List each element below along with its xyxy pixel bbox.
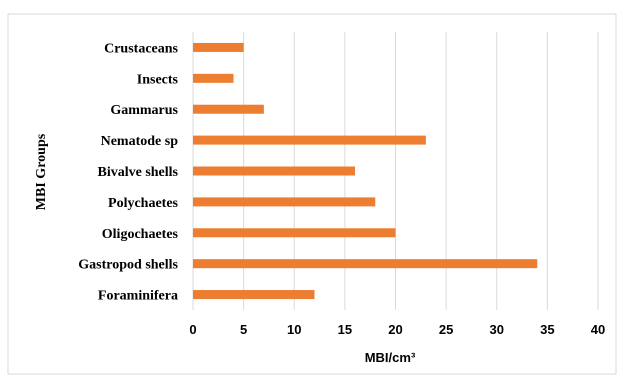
category-label: Nematode sp [101, 134, 179, 149]
category-labels: Crustaceans Insects Gammarus Nematode sp Biv… [78, 41, 178, 303]
bar-insects [193, 73, 234, 83]
x-tick-label: 30 [490, 322, 504, 337]
category-label: Gastropod shells [78, 258, 178, 273]
x-tick-label: 35 [540, 322, 554, 337]
x-tick-labels: 0 5 10 15 20 25 30 35 40 [189, 322, 605, 337]
bar-polychaetes [193, 197, 376, 207]
category-label: Bivalve shells [97, 165, 178, 180]
x-tick-label: 15 [338, 322, 352, 337]
bar-foraminifera [193, 290, 315, 300]
category-label: Insects [137, 72, 179, 87]
x-tick-label: 0 [189, 322, 196, 337]
x-tick-label: 5 [240, 322, 247, 337]
bar-nematode-sp [193, 135, 426, 145]
x-tick-label: 40 [591, 322, 605, 337]
x-tick-label: 10 [287, 322, 301, 337]
x-tick-label: 25 [439, 322, 453, 337]
category-label: Foraminifera [98, 289, 178, 304]
bars [193, 42, 538, 300]
category-label: Oligochaetes [102, 227, 179, 242]
x-axis-title: MBI/cm³ [365, 350, 416, 365]
bar-gammarus [193, 104, 264, 114]
gridlines [192, 32, 599, 310]
category-label: Crustaceans [104, 41, 178, 56]
x-tick-label: 20 [388, 322, 402, 337]
bar-crustaceans [193, 42, 244, 52]
y-axis-title: MBI Groups [34, 133, 49, 210]
chart-frame [7, 13, 617, 375]
bar-bivalve-shells [193, 166, 355, 176]
category-label: Polychaetes [108, 196, 179, 211]
bar-gastropod-shells [193, 259, 538, 269]
bar-oligochaetes [193, 228, 396, 238]
category-label: Gammarus [110, 103, 178, 118]
